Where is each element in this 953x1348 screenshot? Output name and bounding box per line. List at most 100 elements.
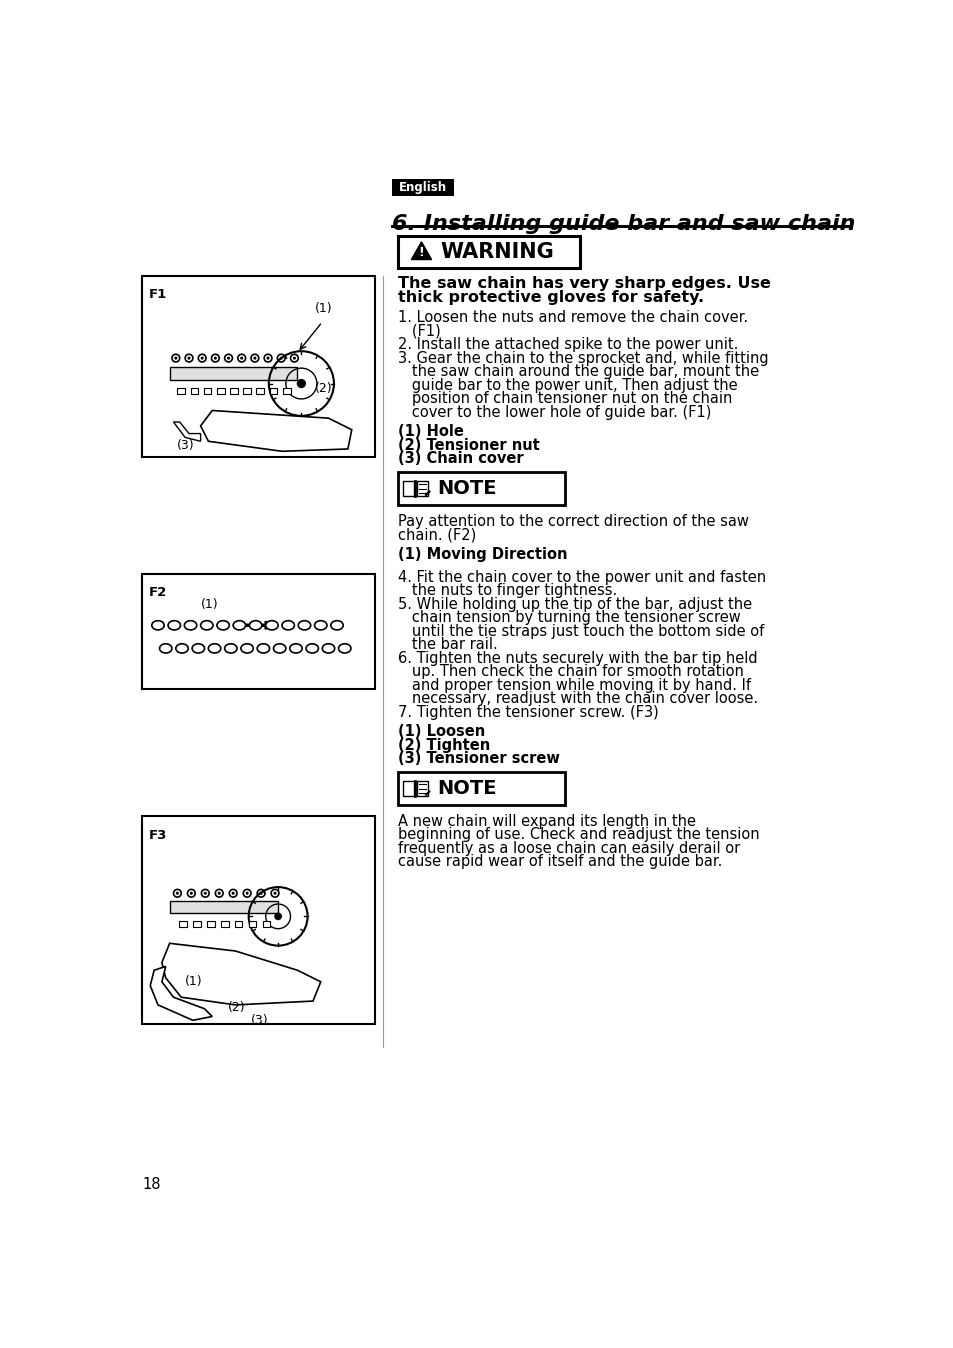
Bar xyxy=(179,921,187,927)
Circle shape xyxy=(175,892,179,895)
Bar xyxy=(142,574,375,689)
Circle shape xyxy=(279,357,282,360)
Circle shape xyxy=(266,357,270,360)
Ellipse shape xyxy=(208,644,220,652)
Text: (2): (2) xyxy=(228,1000,245,1014)
Text: (2) Tighten: (2) Tighten xyxy=(397,737,490,752)
Circle shape xyxy=(204,892,207,895)
Bar xyxy=(262,921,270,927)
Ellipse shape xyxy=(233,620,245,630)
Text: chain. (F2): chain. (F2) xyxy=(397,527,476,542)
Text: WARNING: WARNING xyxy=(440,241,554,262)
Text: (1) Moving Direction: (1) Moving Direction xyxy=(397,547,567,562)
Bar xyxy=(249,921,256,927)
Ellipse shape xyxy=(200,620,213,630)
Ellipse shape xyxy=(184,620,196,630)
Circle shape xyxy=(232,892,234,895)
Ellipse shape xyxy=(290,644,302,652)
Ellipse shape xyxy=(257,644,270,652)
Ellipse shape xyxy=(338,644,351,652)
Text: 18: 18 xyxy=(142,1177,161,1192)
Bar xyxy=(397,472,564,504)
Bar xyxy=(204,388,212,395)
Text: beginning of use. Check and readjust the tension: beginning of use. Check and readjust the… xyxy=(397,828,760,842)
Text: F2: F2 xyxy=(149,586,167,599)
Text: 7. Tighten the tensioner screw. (F3): 7. Tighten the tensioner screw. (F3) xyxy=(397,705,659,720)
Ellipse shape xyxy=(249,620,261,630)
Circle shape xyxy=(213,357,216,360)
Text: 6. Installing guide bar and saw chain: 6. Installing guide bar and saw chain xyxy=(392,214,855,235)
Polygon shape xyxy=(162,944,320,1004)
Circle shape xyxy=(293,357,295,360)
Text: NOTE: NOTE xyxy=(436,479,496,499)
Ellipse shape xyxy=(168,620,180,630)
Bar xyxy=(392,179,454,195)
Text: (3): (3) xyxy=(251,1014,269,1027)
Ellipse shape xyxy=(192,644,204,652)
Text: 4. Fit the chain cover to the power unit and fasten: 4. Fit the chain cover to the power unit… xyxy=(397,570,765,585)
Text: NOTE: NOTE xyxy=(436,779,496,798)
Polygon shape xyxy=(150,967,212,1020)
Text: 3. Gear the chain to the sprocket and, while fitting: 3. Gear the chain to the sprocket and, w… xyxy=(397,350,768,365)
Text: (1) Loosen: (1) Loosen xyxy=(397,724,485,739)
Text: position of chain tensioner nut on the chain: position of chain tensioner nut on the c… xyxy=(397,391,732,406)
Ellipse shape xyxy=(159,644,172,652)
Text: cause rapid wear of itself and the guide bar.: cause rapid wear of itself and the guide… xyxy=(397,855,721,869)
Bar xyxy=(397,236,579,268)
Circle shape xyxy=(187,357,191,360)
Text: chain tension by turning the tensioner screw: chain tension by turning the tensioner s… xyxy=(397,611,740,625)
Circle shape xyxy=(245,892,249,895)
Polygon shape xyxy=(200,411,352,452)
Text: The saw chain has very sharp edges. Use: The saw chain has very sharp edges. Use xyxy=(397,276,770,291)
Ellipse shape xyxy=(306,644,318,652)
Text: the bar rail.: the bar rail. xyxy=(397,638,497,652)
Polygon shape xyxy=(173,422,200,441)
Text: thick protective gloves for safety.: thick protective gloves for safety. xyxy=(397,290,703,305)
Text: 1. Loosen the nuts and remove the chain cover.: 1. Loosen the nuts and remove the chain … xyxy=(397,310,747,325)
Bar xyxy=(170,367,297,380)
Text: 5. While holding up the tip of the bar, adjust the: 5. While holding up the tip of the bar, … xyxy=(397,597,752,612)
Text: (3): (3) xyxy=(177,438,194,452)
Circle shape xyxy=(259,892,262,895)
Circle shape xyxy=(274,913,282,921)
Circle shape xyxy=(200,357,204,360)
Bar xyxy=(170,900,278,913)
Circle shape xyxy=(174,357,177,360)
Text: frequently as a loose chain can easily derail or: frequently as a loose chain can easily d… xyxy=(397,841,740,856)
Bar xyxy=(230,388,237,395)
Ellipse shape xyxy=(322,644,335,652)
Text: (1) Hole: (1) Hole xyxy=(397,425,464,439)
Text: (1): (1) xyxy=(314,302,332,314)
Bar xyxy=(416,481,427,496)
Text: (3) Tensioner screw: (3) Tensioner screw xyxy=(397,751,559,766)
Bar xyxy=(397,772,564,805)
Bar xyxy=(270,388,277,395)
Bar xyxy=(256,388,264,395)
Bar xyxy=(191,388,198,395)
Bar xyxy=(142,276,375,457)
Text: F3: F3 xyxy=(149,829,167,841)
Text: 6. Tighten the nuts securely with the bar tip held: 6. Tighten the nuts securely with the ba… xyxy=(397,651,757,666)
Bar xyxy=(243,388,251,395)
Text: A new chain will expand its length in the: A new chain will expand its length in th… xyxy=(397,814,696,829)
Text: (1): (1) xyxy=(200,599,218,611)
Bar xyxy=(402,481,414,496)
Bar xyxy=(142,817,375,1024)
Circle shape xyxy=(274,892,276,895)
Text: 2. Install the attached spike to the power unit.: 2. Install the attached spike to the pow… xyxy=(397,337,738,352)
Ellipse shape xyxy=(175,644,188,652)
Ellipse shape xyxy=(152,620,164,630)
Text: (F1): (F1) xyxy=(397,324,440,338)
Circle shape xyxy=(240,357,243,360)
Text: (3) Chain cover: (3) Chain cover xyxy=(397,452,523,466)
Bar xyxy=(207,921,214,927)
Text: necessary, readjust with the chain cover loose.: necessary, readjust with the chain cover… xyxy=(397,692,758,706)
Text: up. Then check the chain for smooth rotation: up. Then check the chain for smooth rota… xyxy=(397,665,743,679)
Text: the nuts to finger tightness.: the nuts to finger tightness. xyxy=(397,584,617,599)
Circle shape xyxy=(253,357,256,360)
Text: cover to the lower hole of guide bar. (F1): cover to the lower hole of guide bar. (F… xyxy=(397,404,711,419)
Circle shape xyxy=(190,892,193,895)
Text: and proper tension while moving it by hand. If: and proper tension while moving it by ha… xyxy=(397,678,750,693)
Bar xyxy=(216,388,224,395)
Text: English: English xyxy=(398,181,447,194)
